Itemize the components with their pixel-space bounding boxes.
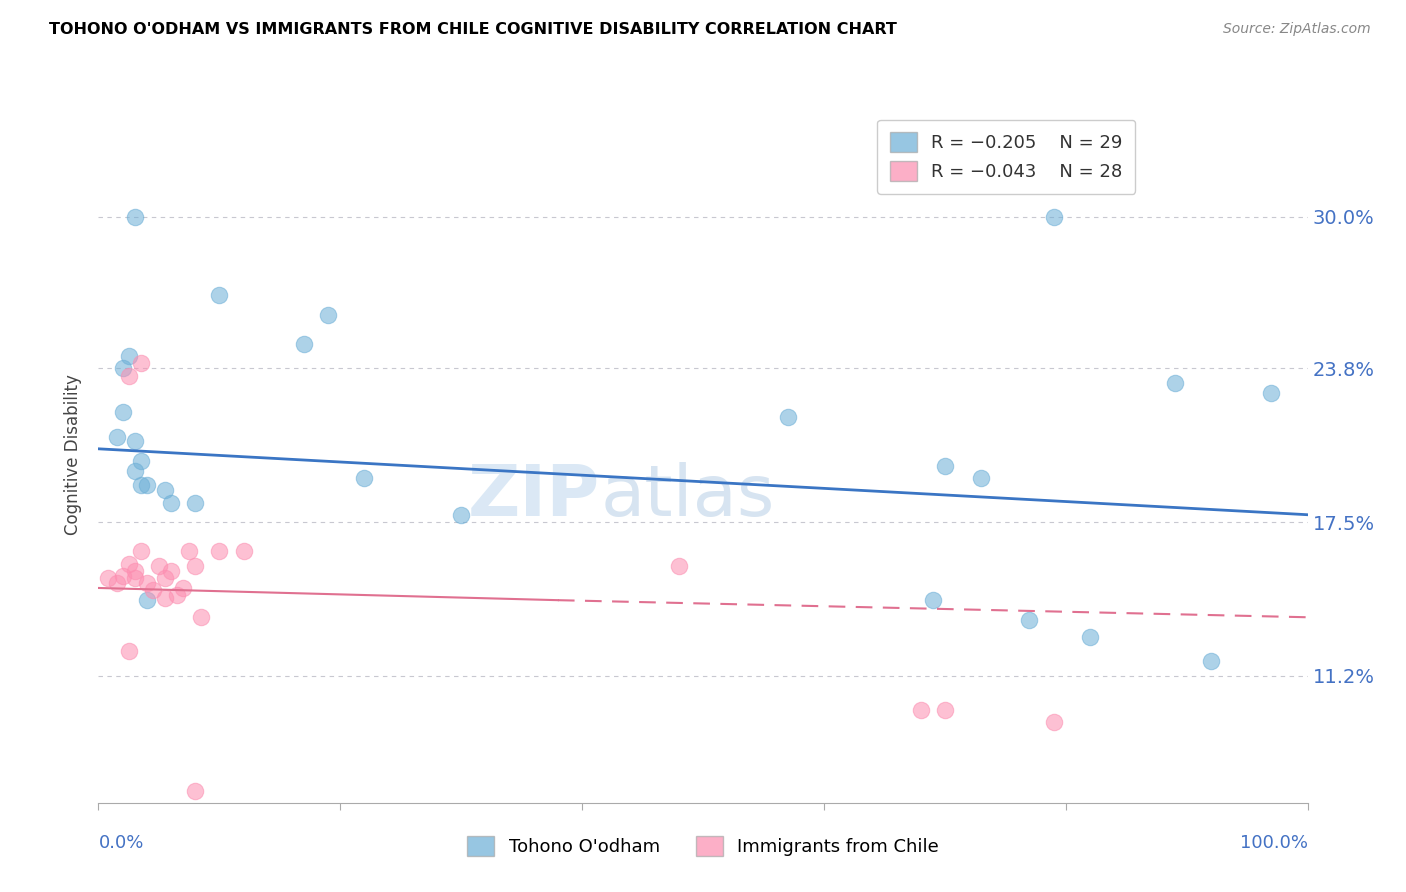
Point (118, 349, 141, 363)
Point (668, 559, 690, 574)
Point (184, 495, 207, 509)
Point (148, 559, 170, 574)
Point (135, 478, 157, 492)
Point (232, 544, 254, 558)
Text: ZIP: ZIP (468, 462, 600, 531)
Point (292, 336, 315, 351)
Point (153, 571, 176, 585)
Point (166, 588, 188, 602)
Point (129, 356, 152, 370)
Point (124, 571, 146, 585)
Point (1042, 210, 1064, 224)
Point (160, 495, 183, 509)
Point (105, 429, 128, 443)
Point (179, 544, 201, 558)
Point (135, 593, 157, 607)
Text: 100.0%: 100.0% (1240, 834, 1308, 852)
Point (910, 703, 932, 717)
Point (129, 454, 152, 468)
Point (118, 644, 141, 658)
Point (129, 544, 152, 558)
Point (111, 361, 134, 376)
Point (921, 593, 943, 607)
Point (208, 544, 231, 558)
Point (190, 610, 212, 624)
Point (124, 564, 146, 578)
Point (450, 508, 472, 522)
Point (118, 368, 141, 383)
Point (208, 288, 231, 302)
Point (124, 464, 146, 478)
Point (934, 458, 956, 473)
Point (316, 308, 339, 322)
Point (153, 483, 176, 498)
Point (124, 210, 146, 224)
Text: Source: ZipAtlas.com: Source: ZipAtlas.com (1223, 22, 1371, 37)
Point (105, 576, 128, 591)
Legend: Tohono O'odham, Immigrants from Chile: Tohono O'odham, Immigrants from Chile (460, 829, 946, 863)
Point (129, 478, 152, 492)
Point (153, 591, 176, 605)
Point (353, 471, 375, 485)
Point (970, 471, 993, 485)
Point (160, 564, 183, 578)
Point (184, 783, 207, 797)
Point (184, 559, 207, 574)
Point (111, 405, 134, 419)
Text: 0.0%: 0.0% (98, 834, 143, 852)
Point (97, 571, 120, 585)
Point (118, 557, 141, 571)
Point (1199, 654, 1222, 668)
Point (1078, 630, 1101, 644)
Point (172, 581, 194, 595)
Text: atlas: atlas (600, 462, 775, 531)
Text: TOHONO O'ODHAM VS IMMIGRANTS FROM CHILE COGNITIVE DISABILITY CORRELATION CHART: TOHONO O'ODHAM VS IMMIGRANTS FROM CHILE … (49, 22, 897, 37)
Point (1018, 613, 1040, 627)
Point (776, 410, 799, 425)
Point (1260, 385, 1282, 400)
Point (934, 703, 956, 717)
Point (1163, 376, 1185, 390)
Point (1042, 715, 1064, 730)
Point (124, 434, 146, 449)
Point (135, 576, 157, 591)
Point (142, 583, 165, 598)
Point (111, 568, 134, 582)
Y-axis label: Cognitive Disability: Cognitive Disability (65, 375, 83, 535)
